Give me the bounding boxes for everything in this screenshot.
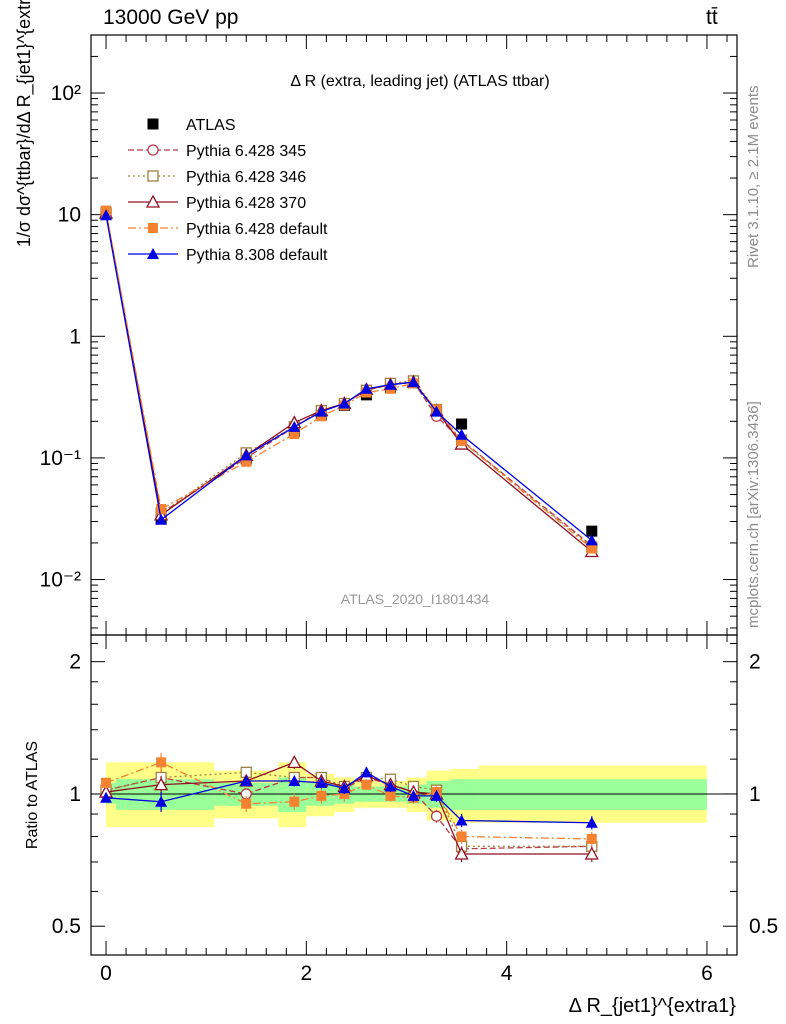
ratio-point-4-7 [384, 780, 397, 792]
ratio-point-3-2 [241, 798, 252, 809]
ratio-point-4-9 [430, 789, 443, 801]
ratio-ytick-label-1: 1 [69, 783, 81, 806]
legend-marker-5 [147, 248, 159, 259]
ratio-point-3-11 [586, 833, 597, 844]
ratio-ytick-label-right-2: 2 [749, 651, 761, 674]
axis-labels: 10⁻² 10⁻¹ 1 10 10² 0.5 0.5 1 1 2 2 0 2 4 6 Δ R (extra, … [14, 0, 778, 1017]
main-ytick-label-2: 1 [69, 325, 81, 348]
legend-marker-3 [145, 194, 161, 208]
xtick-label-2: 4 [501, 962, 513, 985]
main-y-axis-label: 1/σ dσ^{ttbar}/dΔ R_{jet1}^{extra1} [14, 0, 35, 247]
ratio-ytick-label-0: 0.5 [52, 915, 81, 938]
ratio-series-line-0 [105, 776, 592, 850]
ratio-point-4-11 [585, 816, 598, 828]
legend-label-1: Pythia 6.428 345 [186, 143, 306, 160]
ratio-point-2-3 [287, 755, 302, 769]
ratio-point-3-6 [361, 779, 372, 790]
legend-label-5: Pythia 8.308 default [186, 247, 328, 264]
ratio-point-4-8 [407, 789, 420, 801]
ratio-point-2-11 [584, 846, 599, 860]
main-series-line-3 [105, 212, 593, 553]
ratio-point-3-10 [456, 831, 467, 842]
ratio-ytick-label-2: 2 [69, 651, 81, 674]
ratio-point-4-3 [288, 775, 301, 787]
legend-marker-1 [147, 144, 159, 156]
main-point-5-2 [240, 449, 253, 461]
main-point-4-3 [289, 429, 300, 440]
main-point-5-11 [585, 534, 598, 546]
main-ytick-label-1: 10⁻¹ [40, 447, 81, 470]
legend: ATLAS Pythia 6.428 345 Pythia 6.428 346 Pyt… [128, 117, 328, 264]
legend-marker-2 [147, 170, 159, 182]
main-series-line-4 [105, 210, 593, 549]
legend-label-0: ATLAS [186, 117, 236, 134]
main-point-5-1 [155, 513, 168, 525]
uncertainty-bands [106, 762, 707, 828]
legend-label-4: Pythia 6.428 default [186, 221, 328, 238]
main-series-line-2 [105, 212, 593, 548]
main-ytick-label-4: 10² [51, 82, 81, 105]
ratio-y-axis-label: Ratio to ATLAS [24, 741, 41, 849]
x-axis-label: Δ R_{jet1}^{extra1} [569, 995, 737, 1017]
main-point-5-8 [407, 376, 420, 388]
ratio-point-2-1 [154, 777, 169, 791]
legend-marker-4 [148, 223, 158, 233]
band-green-9 [450, 779, 479, 810]
legend-label-3: Pythia 6.428 370 [186, 195, 306, 212]
main-ytick-label-3: 10 [58, 204, 81, 227]
main-point-5-0 [100, 209, 113, 221]
ratio-point-4-6 [360, 766, 373, 778]
main-point-4-1 [156, 504, 167, 515]
legend-label-2: Pythia 6.428 346 [186, 169, 306, 186]
main-point-4-11 [586, 543, 597, 554]
ratio-point-4-4 [315, 776, 328, 788]
xtick-label-1: 2 [300, 962, 312, 985]
ratio-point-3-1 [156, 757, 167, 768]
ratio-point-4-10 [455, 814, 468, 826]
xtick-label-0: 0 [100, 962, 112, 985]
ratio-point-2-10 [454, 846, 469, 860]
process-label: 13000 GeV pp [103, 6, 239, 29]
analysis-watermark: ATLAS_2020_I1801434 [341, 591, 490, 607]
ratio-point-4-5 [338, 782, 351, 794]
ratio-point-0-9 [430, 810, 443, 822]
main-point-0-11 [586, 525, 598, 537]
ratio-ytick-label-right-1: 1 [749, 783, 761, 806]
ratio-point-3-0 [101, 777, 112, 788]
main-point-5-3 [288, 420, 301, 432]
main-point-5-5 [338, 397, 351, 409]
final-state-label: tt̄ [706, 6, 718, 29]
ratio-point-4-2 [240, 775, 253, 787]
ratio-point-4-0 [100, 791, 113, 803]
ratio-point-4-1 [155, 795, 168, 807]
band-green-10 [478, 779, 707, 810]
main-point-5-6 [360, 382, 373, 394]
chart-title: Δ R (extra, leading jet) (ATLAS ttbar) [290, 73, 549, 90]
main-point-0-10 [456, 418, 468, 430]
legend-marker-0 [147, 118, 159, 130]
main-series-line-1 [105, 212, 593, 547]
main-point-4-10 [456, 435, 467, 446]
main-point-5-7 [384, 378, 397, 390]
series-layer [98, 205, 599, 863]
ratio-panel-frame [90, 634, 738, 956]
ratio-point-3-7 [385, 790, 396, 801]
main-point-5-10 [455, 428, 468, 440]
ratio-ytick-label-right-0: 0.5 [749, 915, 778, 938]
ratio-point-3-3 [289, 796, 300, 807]
ratio-point-3-4 [316, 790, 327, 801]
xtick-label-3: 6 [701, 962, 713, 985]
main-point-5-9 [430, 405, 443, 417]
main-point-4-2 [241, 456, 252, 467]
main-ytick-label-0: 10⁻² [40, 569, 81, 592]
main-point-5-4 [315, 405, 328, 417]
